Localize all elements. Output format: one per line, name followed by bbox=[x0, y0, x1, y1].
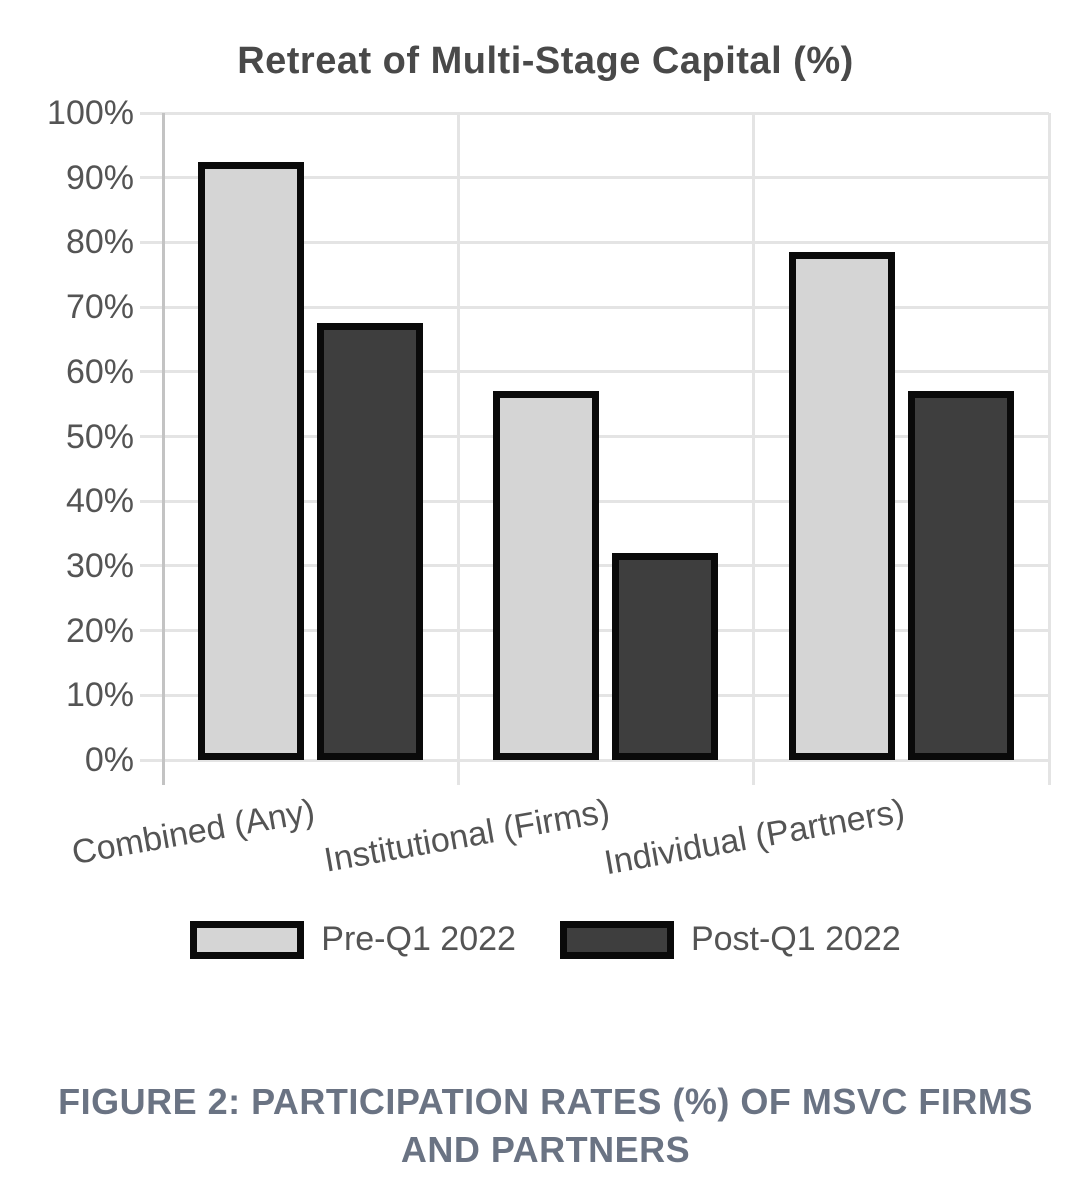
legend-item-pre-q1-2022: Pre-Q1 2022 bbox=[190, 920, 516, 959]
gridline-70 bbox=[140, 305, 1049, 309]
legend-swatch-post-q1-2022 bbox=[559, 920, 674, 959]
bar-group-institutional-firms bbox=[458, 113, 753, 760]
figure-caption: FIGURE 2: PARTICIPATION RATES (%) OF MSV… bbox=[58, 1081, 1033, 1170]
vertical-gridline bbox=[752, 113, 756, 785]
gridline-90 bbox=[140, 176, 1049, 180]
legend-label-post-q1-2022: Post-Q1 2022 bbox=[690, 920, 901, 958]
bar-group-individual-partners bbox=[754, 113, 1049, 760]
legend-label-pre-q1-2022: Pre-Q1 2022 bbox=[321, 920, 516, 958]
y-tick-label: 100% bbox=[47, 94, 134, 132]
gridline-80 bbox=[140, 240, 1049, 244]
bar-post-q1-2022-combined-any bbox=[317, 323, 424, 760]
bar-post-q1-2022-individual-partners bbox=[907, 391, 1014, 760]
vertical-gridline bbox=[1047, 113, 1051, 785]
bar-pre-q1-2022-individual-partners bbox=[788, 252, 895, 760]
bar-pre-q1-2022-institutional-firms bbox=[493, 391, 600, 760]
vertical-gridline bbox=[456, 113, 460, 785]
y-tick-label: 70% bbox=[65, 288, 134, 327]
gridline-100 bbox=[140, 111, 1049, 115]
plot-area bbox=[140, 111, 1051, 785]
y-tick-label: 0% bbox=[84, 741, 134, 779]
legend-swatch-pre-q1-2022 bbox=[190, 920, 305, 959]
chart-title: Retreat of Multi-Stage Capital (%) bbox=[237, 40, 854, 82]
y-tick-label: 80% bbox=[65, 223, 134, 262]
y-axis-line bbox=[161, 113, 165, 785]
bar-group-combined-any bbox=[163, 113, 458, 760]
y-tick-label: 20% bbox=[65, 611, 134, 650]
y-tick-label: 40% bbox=[65, 482, 134, 521]
gridline-0 bbox=[140, 758, 1049, 762]
y-tick-label: 10% bbox=[65, 676, 134, 715]
bar-pre-q1-2022-combined-any bbox=[198, 161, 305, 760]
y-tick-label: 30% bbox=[65, 546, 134, 585]
y-tick-label: 60% bbox=[65, 352, 134, 391]
y-tick-label: 90% bbox=[65, 158, 134, 197]
y-tick-label: 50% bbox=[65, 417, 134, 456]
legend-item-post-q1-2022: Post-Q1 2022 bbox=[559, 920, 901, 959]
legend: Pre-Q1 2022 Post-Q1 2022 bbox=[0, 920, 1091, 959]
gridline-60 bbox=[140, 370, 1049, 374]
bar-post-q1-2022-institutional-firms bbox=[612, 552, 719, 760]
